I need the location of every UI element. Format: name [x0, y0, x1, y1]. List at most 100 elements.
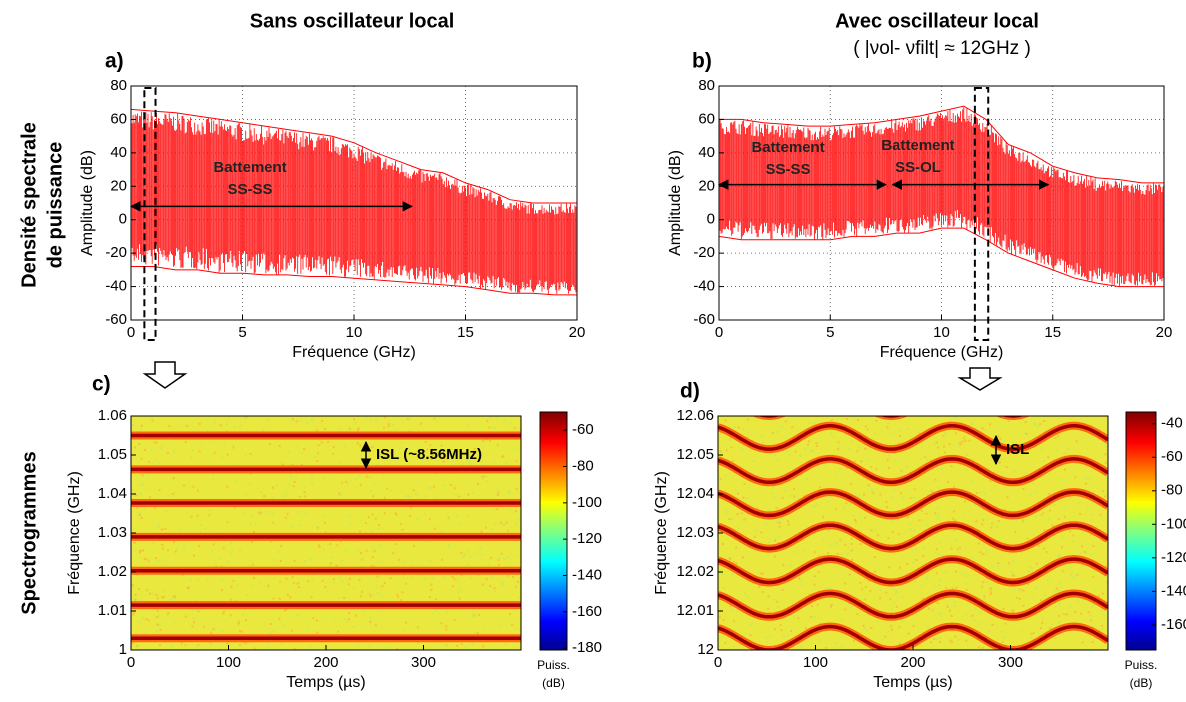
- x-axis-label: Fréquence (GHz): [292, 344, 416, 361]
- noise: [161, 547, 164, 550]
- noise: [394, 512, 397, 515]
- noise: [290, 476, 293, 479]
- noise: [1022, 589, 1025, 592]
- noise: [408, 495, 411, 498]
- y-tick-label: -40: [105, 278, 127, 295]
- noise: [918, 519, 921, 522]
- noise: [956, 417, 959, 420]
- noise: [1030, 633, 1033, 636]
- noise: [777, 541, 780, 544]
- x-tick-label: 5: [826, 324, 834, 341]
- noise: [303, 448, 306, 451]
- noise: [1015, 520, 1018, 523]
- noise: [782, 563, 785, 566]
- noise: [973, 619, 976, 622]
- noise: [472, 614, 475, 617]
- noise: [234, 479, 237, 482]
- noise: [1063, 613, 1066, 616]
- y-axis-label: Amplitude (dB): [667, 150, 684, 256]
- y-axis-label: Fréquence (GHz): [66, 471, 83, 595]
- noise: [922, 555, 925, 558]
- noise: [295, 477, 298, 480]
- noise: [389, 451, 392, 454]
- noise: [1057, 518, 1060, 521]
- noise: [1050, 623, 1053, 626]
- noise: [761, 590, 764, 593]
- noise: [1035, 490, 1038, 493]
- noise: [965, 582, 968, 585]
- noise: [887, 421, 890, 424]
- noise: [847, 546, 850, 549]
- noise: [303, 486, 306, 489]
- noise: [359, 444, 362, 447]
- noise: [505, 461, 508, 464]
- noise: [152, 592, 155, 595]
- noise: [310, 472, 313, 475]
- noise: [1103, 614, 1106, 617]
- noise: [729, 605, 732, 608]
- noise: [1039, 423, 1042, 426]
- noise: [794, 450, 797, 453]
- noise: [221, 589, 224, 592]
- noise: [749, 623, 752, 626]
- noise: [985, 550, 988, 553]
- noise: [921, 519, 924, 522]
- noise: [425, 647, 428, 650]
- noise: [175, 548, 178, 551]
- noise: [767, 595, 770, 598]
- noise: [358, 474, 361, 477]
- noise: [348, 514, 351, 517]
- noise: [722, 618, 725, 621]
- noise: [879, 493, 882, 496]
- noise: [777, 519, 780, 522]
- noise: [799, 580, 802, 583]
- noise: [147, 559, 150, 562]
- noise: [1063, 515, 1066, 518]
- noise: [1087, 611, 1090, 614]
- noise: [448, 517, 451, 520]
- noise: [1048, 627, 1051, 630]
- noise: [317, 444, 320, 447]
- noise: [172, 450, 175, 453]
- noise: [988, 629, 991, 632]
- noise: [888, 566, 891, 569]
- noise: [513, 646, 516, 649]
- noise: [962, 436, 965, 439]
- noise: [419, 422, 422, 425]
- noise: [975, 491, 978, 494]
- noise: [1043, 547, 1046, 550]
- noise: [1006, 496, 1009, 499]
- noise: [212, 543, 215, 546]
- noise: [1069, 566, 1072, 569]
- noise: [229, 614, 232, 617]
- noise: [744, 592, 747, 595]
- noise: [948, 609, 951, 612]
- noise: [818, 639, 821, 642]
- noise: [979, 551, 982, 554]
- noise: [937, 486, 940, 489]
- noise: [340, 559, 343, 562]
- noise: [445, 628, 448, 631]
- noise: [792, 615, 795, 618]
- noise: [396, 593, 399, 596]
- noise: [187, 586, 190, 589]
- y-tick-label: 12.03: [676, 524, 714, 541]
- noise: [772, 486, 775, 489]
- noise: [964, 439, 967, 442]
- noise: [232, 446, 235, 449]
- spectral-line: [718, 490, 1108, 518]
- noise: [823, 463, 826, 466]
- noise: [1027, 583, 1030, 586]
- noise: [775, 506, 778, 509]
- noise: [835, 508, 838, 511]
- noise: [483, 441, 486, 444]
- noise: [131, 488, 134, 491]
- noise: [265, 648, 268, 650]
- noise: [267, 584, 270, 587]
- noise: [359, 454, 362, 457]
- x-axis-label: Fréquence (GHz): [880, 344, 1004, 361]
- noise: [456, 644, 459, 647]
- noise: [157, 615, 160, 618]
- noise: [769, 634, 772, 637]
- noise: [731, 607, 734, 610]
